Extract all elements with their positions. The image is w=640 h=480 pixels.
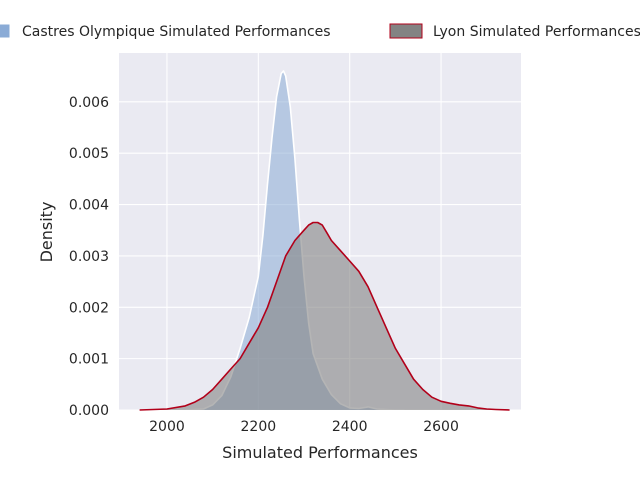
x-tick-label-2: 2400 <box>332 419 368 435</box>
y-tick-label-0: 0.000 <box>69 403 109 419</box>
density-series <box>139 70 510 411</box>
x-axis-ticks: 2000 2200 2400 2600 <box>149 419 459 435</box>
density-line-1 <box>139 221 510 411</box>
y-tick-label-2: 0.002 <box>69 300 109 316</box>
y-tick-label-5: 0.005 <box>69 146 109 162</box>
y-axis-ticks: 0.000 0.001 0.002 0.003 0.004 0.005 0.006 <box>69 95 109 419</box>
y-axis-label: Density <box>37 202 56 263</box>
x-tick-label-1: 2200 <box>241 419 277 435</box>
y-tick-label-3: 0.003 <box>69 249 109 265</box>
legend-swatch-lyon <box>389 23 423 39</box>
x-tick-label-0: 2000 <box>149 419 185 435</box>
density-area-1 <box>139 222 510 410</box>
y-tick-label-6: 0.006 <box>69 95 109 111</box>
legend: Castres Olympique Simulated Performances… <box>0 23 640 40</box>
legend-label-lyon: Lyon Simulated Performances <box>433 24 640 40</box>
y-tick-label-4: 0.004 <box>69 198 109 214</box>
y-tick-label-1: 0.001 <box>69 352 109 368</box>
legend-label-castres: Castres Olympique Simulated Performances <box>22 24 331 40</box>
gridlines <box>119 53 521 411</box>
legend-swatch-castres <box>0 23 11 39</box>
x-tick-label-3: 2600 <box>423 419 459 435</box>
x-axis-label: Simulated Performances <box>222 443 418 462</box>
